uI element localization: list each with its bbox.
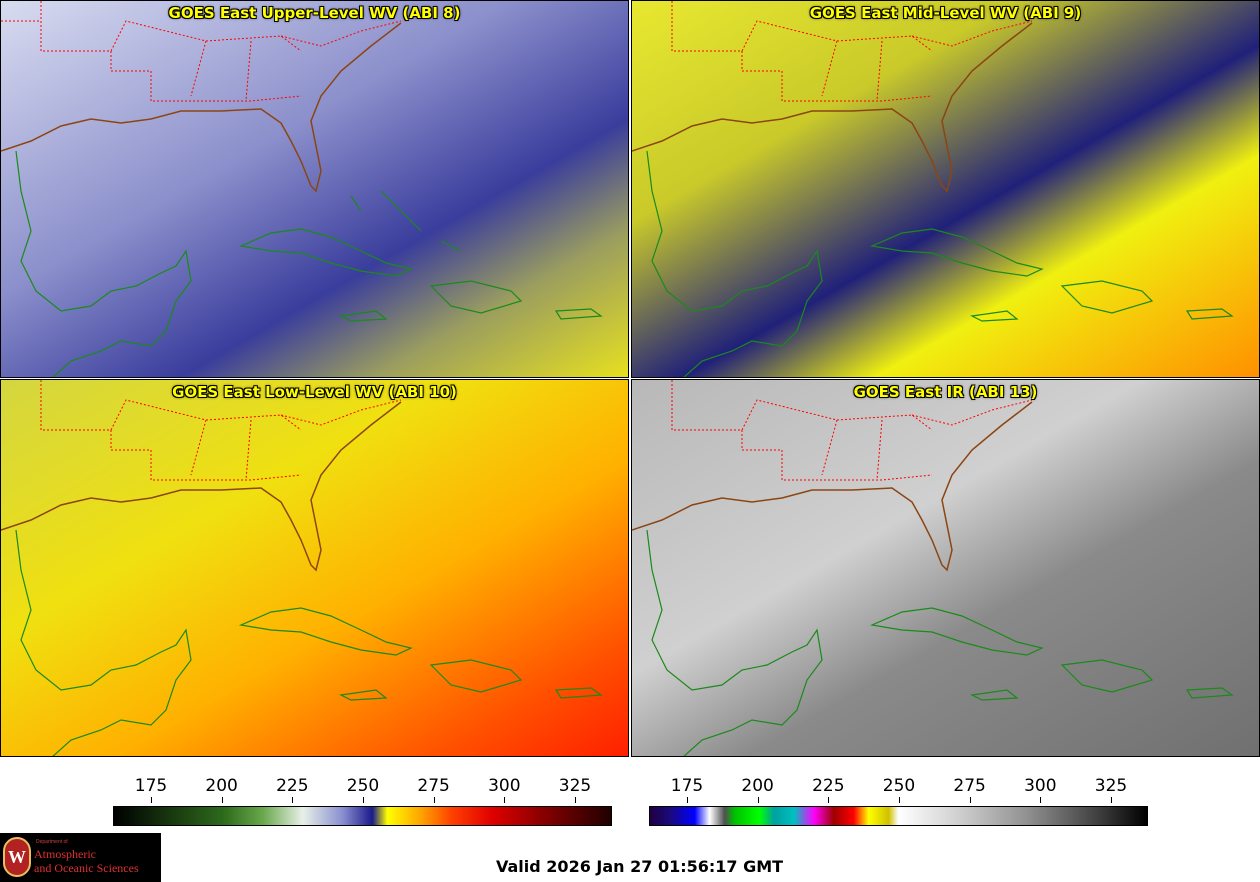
logo-line2: and Oceanic Sciences	[34, 861, 139, 875]
wv-colorbar-tick-mark	[151, 797, 152, 803]
panel-title: GOES East Low-Level WV (ABI 10)	[172, 383, 457, 401]
upper-level-wv-panel: GOES East Upper-Level WV (ABI 8)	[0, 0, 629, 378]
mid-level-wv-panel: GOES East Mid-Level WV (ABI 9)	[631, 0, 1260, 378]
uw-seal-icon: W	[3, 837, 31, 877]
wv-colorbar-tick-label: 300	[488, 776, 521, 796]
map-overlay	[1, 380, 603, 756]
wv-colorbar-strip	[113, 806, 612, 826]
ir-colorbar-tick-label: 200	[741, 776, 774, 796]
wv-colorbar-tick-label: 175	[134, 776, 168, 796]
wv-colorbar-tick-label: 325	[558, 776, 592, 796]
panel-title: GOES East Mid-Level WV (ABI 9)	[809, 4, 1082, 22]
ir-colorbar-tick-mark	[757, 797, 759, 803]
logo-dept-text: Department of	[36, 839, 68, 845]
low-level-wv-panel: GOES East Low-Level WV (ABI 10)	[0, 379, 629, 757]
panel-title: GOES East Upper-Level WV (ABI 8)	[168, 4, 461, 22]
ir-colorbar-tick-mark	[1111, 797, 1112, 803]
wv-colorbar-tick-mark	[292, 797, 294, 803]
panel-title: GOES East IR (ABI 13)	[853, 383, 1038, 401]
ir-colorbar-tick-mark	[828, 797, 830, 803]
wv-colorbar-tick-mark	[221, 797, 223, 803]
ir-colorbar-tick-label: 225	[812, 776, 845, 796]
wv-colorbar-tick-mark	[433, 797, 435, 803]
ir-colorbar-tick-mark	[899, 797, 900, 803]
map-overlay	[632, 380, 1234, 756]
wv-colorbar-tick-label: 275	[417, 776, 450, 796]
ir-colorbar-tick-label: 275	[953, 776, 986, 796]
ir-colorbar-strip	[649, 806, 1148, 826]
ir-colorbar-ticks: 175 200 225 250 275 300 325	[649, 776, 1148, 803]
aos-logo: W Department of Atmospheric and Oceanic …	[0, 833, 161, 882]
map-overlay	[1, 1, 603, 377]
wv-colorbar-tick-mark	[575, 797, 576, 803]
ir-colorbar-tick-label: 325	[1094, 776, 1128, 796]
wv-colorbar-tick-mark	[504, 797, 506, 803]
ir-colorbar-tick-mark	[1040, 797, 1042, 803]
wv-colorbar-ticks: 175 200 225 250 275 300 325	[113, 776, 612, 803]
ir-panel: GOES East IR (ABI 13)	[631, 379, 1260, 757]
map-overlay	[632, 1, 1234, 377]
ir-colorbar-tick-mark	[687, 797, 688, 803]
ir-colorbar-tick-label: 300	[1024, 776, 1057, 796]
valid-time: Valid 2026 Jan 27 01:56:17 GMT	[496, 857, 784, 876]
ir-colorbar-tick-label: 175	[670, 776, 704, 796]
ir-colorbar-tick-label: 250	[882, 776, 916, 796]
logo-line1: Atmospheric	[34, 847, 96, 861]
wv-colorbar-tick-label: 250	[346, 776, 380, 796]
wv-colorbar-tick-mark	[363, 797, 364, 803]
wv-colorbar-tick-label: 200	[205, 776, 238, 796]
ir-colorbar-tick-mark	[969, 797, 971, 803]
wv-colorbar-tick-label: 225	[276, 776, 309, 796]
